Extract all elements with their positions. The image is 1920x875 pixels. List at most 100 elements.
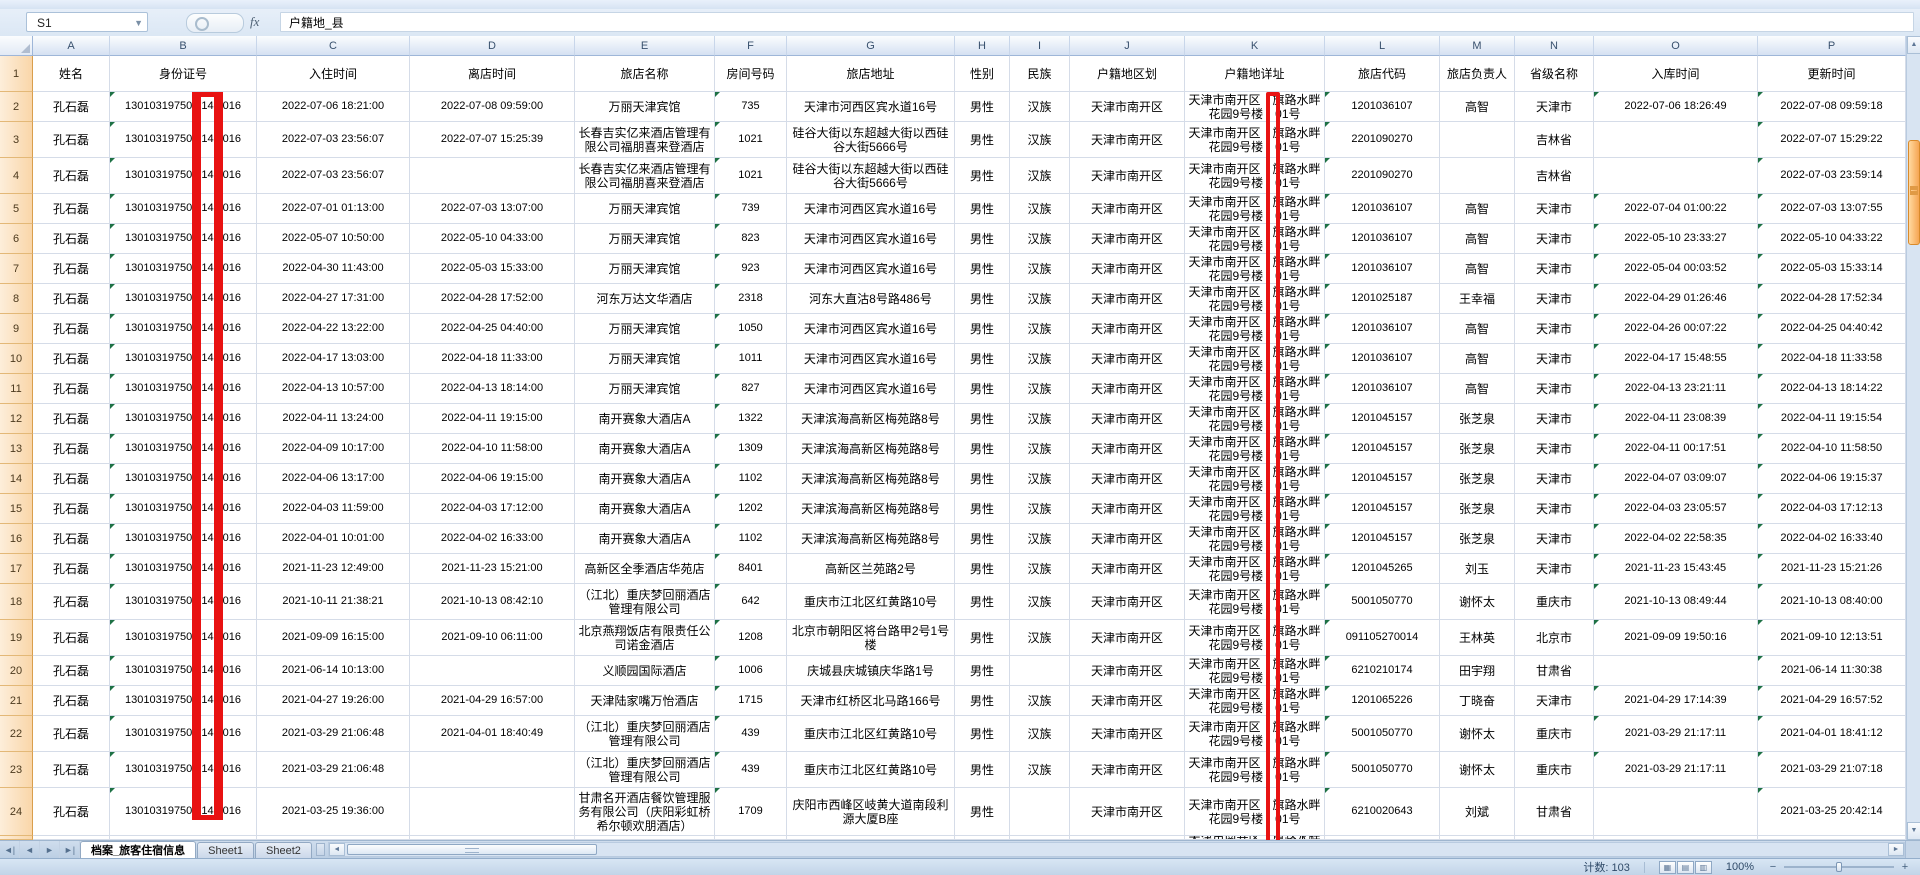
cell-C4[interactable]: 2022-07-03 23:56:07 (257, 158, 410, 194)
cell-K12[interactable]: 天津市南开区 旗路水畔 花园9号楼 01号 (1185, 404, 1325, 434)
cell-F19[interactable]: 1208 (715, 620, 787, 656)
cell-M2[interactable]: 高智 (1440, 92, 1515, 122)
cell-L17[interactable]: 1201045265 (1325, 554, 1440, 584)
cell-P14[interactable]: 2022-04-06 19:15:37 (1758, 464, 1906, 494)
tab-split-handle[interactable] (315, 843, 325, 856)
row-header-12[interactable]: 12 (0, 404, 33, 434)
cell-F18[interactable]: 642 (715, 584, 787, 620)
cell-M18[interactable]: 谢怀太 (1440, 584, 1515, 620)
column-header-O[interactable]: O (1594, 36, 1758, 56)
cell-O3[interactable] (1594, 122, 1758, 158)
column-header-J[interactable]: J (1070, 36, 1185, 56)
cell-B3[interactable]: 13010319750 14 016 (110, 122, 257, 158)
cell-O19[interactable]: 2021-09-09 19:50:16 (1594, 620, 1758, 656)
cell-D25[interactable] (410, 836, 575, 840)
cell-H1[interactable]: 性别 (955, 56, 1010, 92)
cell-P25[interactable] (1758, 836, 1906, 840)
cell-O13[interactable]: 2022-04-11 00:17:51 (1594, 434, 1758, 464)
cell-N21[interactable]: 天津市 (1515, 686, 1594, 716)
cell-I16[interactable]: 汉族 (1010, 524, 1070, 554)
view-mode-button-1[interactable]: ▤ (1676, 860, 1694, 874)
cell-D10[interactable]: 2022-04-18 11:33:00 (410, 344, 575, 374)
cell-J21[interactable]: 天津市南开区 (1070, 686, 1185, 716)
cell-A6[interactable]: 孔石磊 (33, 224, 110, 254)
cell-A4[interactable]: 孔石磊 (33, 158, 110, 194)
cell-C21[interactable]: 2021-04-27 19:26:00 (257, 686, 410, 716)
cell-N19[interactable]: 北京市 (1515, 620, 1594, 656)
column-header-G[interactable]: G (787, 36, 955, 56)
row-header-13[interactable]: 13 (0, 434, 33, 464)
cell-O21[interactable]: 2021-04-29 17:14:39 (1594, 686, 1758, 716)
cell-O6[interactable]: 2022-05-10 23:33:27 (1594, 224, 1758, 254)
cell-K16[interactable]: 天津市南开区 旗路水畔 花园9号楼 01号 (1185, 524, 1325, 554)
cell-E5[interactable]: 万丽天津宾馆 (575, 194, 715, 224)
cell-L7[interactable]: 1201036107 (1325, 254, 1440, 284)
cell-G9[interactable]: 天津市河西区宾水道16号 (787, 314, 955, 344)
cell-I17[interactable]: 汉族 (1010, 554, 1070, 584)
cell-B24[interactable]: 13010319750 14 016 (110, 788, 257, 836)
cell-P2[interactable]: 2022-07-08 09:59:18 (1758, 92, 1906, 122)
cell-O10[interactable]: 2022-04-17 15:48:55 (1594, 344, 1758, 374)
cell-L13[interactable]: 1201045157 (1325, 434, 1440, 464)
sheet-nav-button-0[interactable]: ◄| (0, 841, 20, 858)
cell-E3[interactable]: 长春吉实亿来酒店管理有限公司福朋喜来登酒店 (575, 122, 715, 158)
cell-M12[interactable]: 张芝泉 (1440, 404, 1515, 434)
cell-M15[interactable]: 张芝泉 (1440, 494, 1515, 524)
cell-J7[interactable]: 天津市南开区 (1070, 254, 1185, 284)
cell-F25[interactable] (715, 836, 787, 840)
cell-G16[interactable]: 天津滨海高新区梅苑路8号 (787, 524, 955, 554)
row-header-8[interactable]: 8 (0, 284, 33, 314)
cell-G14[interactable]: 天津滨海高新区梅苑路8号 (787, 464, 955, 494)
cell-K24[interactable]: 天津市南开区 旗路水畔 花园9号楼 01号 (1185, 788, 1325, 836)
cell-H23[interactable]: 男性 (955, 752, 1010, 788)
cell-F9[interactable]: 1050 (715, 314, 787, 344)
cell-J13[interactable]: 天津市南开区 (1070, 434, 1185, 464)
cell-P16[interactable]: 2022-04-02 16:33:40 (1758, 524, 1906, 554)
row-header-24[interactable]: 24 (0, 788, 33, 836)
cell-F1[interactable]: 房间号码 (715, 56, 787, 92)
cell-O2[interactable]: 2022-07-06 18:26:49 (1594, 92, 1758, 122)
cell-H11[interactable]: 男性 (955, 374, 1010, 404)
cell-K14[interactable]: 天津市南开区 旗路水畔 花园9号楼 01号 (1185, 464, 1325, 494)
cell-H2[interactable]: 男性 (955, 92, 1010, 122)
vertical-scrollbar-thumb[interactable] (1908, 140, 1920, 245)
row-header-14[interactable]: 14 (0, 464, 33, 494)
cell-H4[interactable]: 男性 (955, 158, 1010, 194)
cell-M8[interactable]: 王幸福 (1440, 284, 1515, 314)
cell-H15[interactable]: 男性 (955, 494, 1010, 524)
cell-K11[interactable]: 天津市南开区 旗路水畔 花园9号楼 01号 (1185, 374, 1325, 404)
cell-B1[interactable]: 身份证号 (110, 56, 257, 92)
cell-O25[interactable] (1594, 836, 1758, 840)
name-box-dropdown-icon[interactable]: ▼ (134, 18, 143, 28)
cell-M24[interactable]: 刘斌 (1440, 788, 1515, 836)
cell-A5[interactable]: 孔石磊 (33, 194, 110, 224)
cell-F12[interactable]: 1322 (715, 404, 787, 434)
cell-E12[interactable]: 南开赛象大酒店A (575, 404, 715, 434)
cell-K6[interactable]: 天津市南开区 旗路水畔 花园9号楼 01号 (1185, 224, 1325, 254)
cell-L14[interactable]: 1201045157 (1325, 464, 1440, 494)
cell-I14[interactable]: 汉族 (1010, 464, 1070, 494)
cell-H18[interactable]: 男性 (955, 584, 1010, 620)
cell-K8[interactable]: 天津市南开区 旗路水畔 花园9号楼 01号 (1185, 284, 1325, 314)
cell-L25[interactable] (1325, 836, 1440, 840)
cell-D23[interactable] (410, 752, 575, 788)
cell-G17[interactable]: 高新区兰苑路2号 (787, 554, 955, 584)
cell-E1[interactable]: 旅店名称 (575, 56, 715, 92)
cell-K17[interactable]: 天津市南开区 旗路水畔 花园9号楼 01号 (1185, 554, 1325, 584)
cell-N2[interactable]: 天津市 (1515, 92, 1594, 122)
cell-G7[interactable]: 天津市河西区宾水道16号 (787, 254, 955, 284)
cell-J6[interactable]: 天津市南开区 (1070, 224, 1185, 254)
cell-A17[interactable]: 孔石磊 (33, 554, 110, 584)
cell-L11[interactable]: 1201036107 (1325, 374, 1440, 404)
cell-O8[interactable]: 2022-04-29 01:26:46 (1594, 284, 1758, 314)
cell-P19[interactable]: 2021-09-10 12:13:51 (1758, 620, 1906, 656)
cell-N16[interactable]: 天津市 (1515, 524, 1594, 554)
cell-J22[interactable]: 天津市南开区 (1070, 716, 1185, 752)
cell-K7[interactable]: 天津市南开区 旗路水畔 花园9号楼 01号 (1185, 254, 1325, 284)
cell-E20[interactable]: 义顺园国际酒店 (575, 656, 715, 686)
sheet-tab-1[interactable]: 档案_旅客住宿信息 (80, 841, 197, 858)
cell-H9[interactable]: 男性 (955, 314, 1010, 344)
cell-M5[interactable]: 高智 (1440, 194, 1515, 224)
cell-P20[interactable]: 2021-06-14 11:30:38 (1758, 656, 1906, 686)
cell-A9[interactable]: 孔石磊 (33, 314, 110, 344)
